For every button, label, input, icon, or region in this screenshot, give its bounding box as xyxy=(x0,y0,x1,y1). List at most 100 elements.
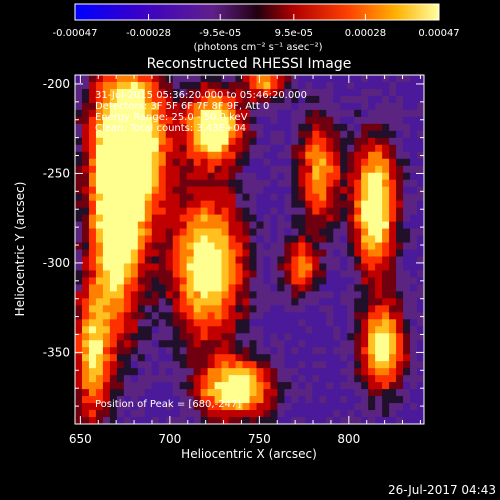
heatmap-cell xyxy=(277,242,285,251)
heatmap-cell xyxy=(256,151,265,160)
heatmap-cell xyxy=(95,312,104,320)
heatmap-cell xyxy=(333,347,341,355)
heatmap-cell xyxy=(214,319,223,327)
heatmap-cell xyxy=(277,298,285,306)
heatmap-cell xyxy=(347,396,355,404)
heatmap-cell xyxy=(389,193,397,202)
heatmap-cell xyxy=(347,263,355,272)
heatmap-cell xyxy=(165,410,174,418)
heatmap-cell xyxy=(375,242,383,251)
heatmap-cell xyxy=(88,256,97,265)
heatmap-cell xyxy=(305,354,313,362)
heatmap-cell xyxy=(305,88,313,97)
heatmap-cell xyxy=(109,81,118,90)
heatmap-cell xyxy=(284,298,292,306)
heatmap-cell xyxy=(95,186,104,195)
heatmap-cell xyxy=(214,389,223,397)
heatmap-cell xyxy=(81,144,90,153)
heatmap-cell xyxy=(123,368,132,376)
heatmap-cell xyxy=(396,95,404,104)
heatmap-cell xyxy=(172,291,181,299)
heatmap-cell xyxy=(193,144,202,153)
heatmap-cell xyxy=(389,312,397,320)
heatmap-cell xyxy=(403,326,411,334)
heatmap-cell xyxy=(172,214,181,223)
heatmap-cell xyxy=(242,200,251,209)
heatmap-cell xyxy=(221,75,230,83)
heatmap-cell xyxy=(298,403,306,411)
heatmap-cell xyxy=(235,277,244,285)
heatmap-cell xyxy=(130,354,139,362)
heatmap-cell xyxy=(116,347,125,355)
heatmap-cell xyxy=(228,256,237,265)
heatmap-cell xyxy=(410,81,418,90)
heatmap-cell xyxy=(109,249,118,258)
heatmap-cell xyxy=(75,193,83,202)
heatmap-cell xyxy=(291,305,299,313)
heatmap-cell xyxy=(312,144,320,153)
heatmap-cell xyxy=(151,221,160,230)
heatmap-cell xyxy=(333,172,341,181)
heatmap-cell xyxy=(172,403,181,411)
heatmap-cell xyxy=(389,75,397,83)
heatmap-cell xyxy=(102,333,111,341)
heatmap-cell xyxy=(319,417,327,424)
heatmap-cell xyxy=(417,137,424,146)
heatmap-cell xyxy=(298,277,306,285)
heatmap-cell xyxy=(172,319,181,327)
heatmap-cell xyxy=(354,172,362,181)
heatmap-cell xyxy=(228,417,237,424)
heatmap-cell xyxy=(312,179,320,188)
heatmap-cell xyxy=(333,249,341,258)
heatmap-cell xyxy=(130,88,139,97)
heatmap-cell xyxy=(340,81,348,90)
heatmap-cell xyxy=(172,410,181,418)
heatmap-cell xyxy=(417,270,424,279)
heatmap-cell xyxy=(249,291,258,299)
heatmap-cell xyxy=(151,102,160,111)
heatmap-cell xyxy=(172,382,181,390)
heatmap-cell xyxy=(109,312,118,320)
heatmap-cell xyxy=(361,158,369,167)
heatmap-cell xyxy=(179,75,188,83)
heatmap-cell xyxy=(291,193,299,202)
heatmap-cell xyxy=(270,270,279,279)
heatmap-cell xyxy=(333,144,341,153)
heatmap-cell xyxy=(298,270,306,279)
heatmap-cell xyxy=(144,319,153,327)
heatmap-cell xyxy=(123,354,132,362)
heatmap-cell xyxy=(221,298,230,306)
heatmap-cell xyxy=(396,389,404,397)
heatmap-cell xyxy=(95,256,104,265)
heatmap-cell xyxy=(361,326,369,334)
heatmap-cell xyxy=(221,305,230,313)
heatmap-cell xyxy=(221,88,230,97)
heatmap-cell xyxy=(151,137,160,146)
heatmap-cell xyxy=(410,263,418,272)
heatmap-cell xyxy=(368,123,376,132)
heatmap-cell xyxy=(305,284,313,292)
heatmap-cell xyxy=(242,389,251,397)
heatmap-cell xyxy=(361,277,369,285)
heatmap-cell xyxy=(88,382,97,390)
heatmap-cell xyxy=(347,403,355,411)
heatmap-cell xyxy=(75,270,83,279)
heatmap-cell xyxy=(312,172,320,181)
heatmap-cell xyxy=(186,347,195,355)
heatmap-cell xyxy=(200,221,209,230)
heatmap-cell xyxy=(144,354,153,362)
heatmap-cell xyxy=(396,179,404,188)
heatmap-cell xyxy=(95,151,104,160)
heatmap-cell xyxy=(81,95,90,104)
heatmap-cell xyxy=(144,312,153,320)
heatmap-cell xyxy=(263,347,272,355)
heatmap-cell xyxy=(214,340,223,348)
heatmap-cell xyxy=(298,333,306,341)
heatmap-cell xyxy=(130,186,139,195)
heatmap-cell xyxy=(263,382,272,390)
heatmap-cell xyxy=(298,375,306,383)
heatmap-cell xyxy=(214,102,223,111)
heatmap-cell xyxy=(382,179,390,188)
heatmap-cell xyxy=(158,354,167,362)
heatmap-cell xyxy=(228,235,237,244)
